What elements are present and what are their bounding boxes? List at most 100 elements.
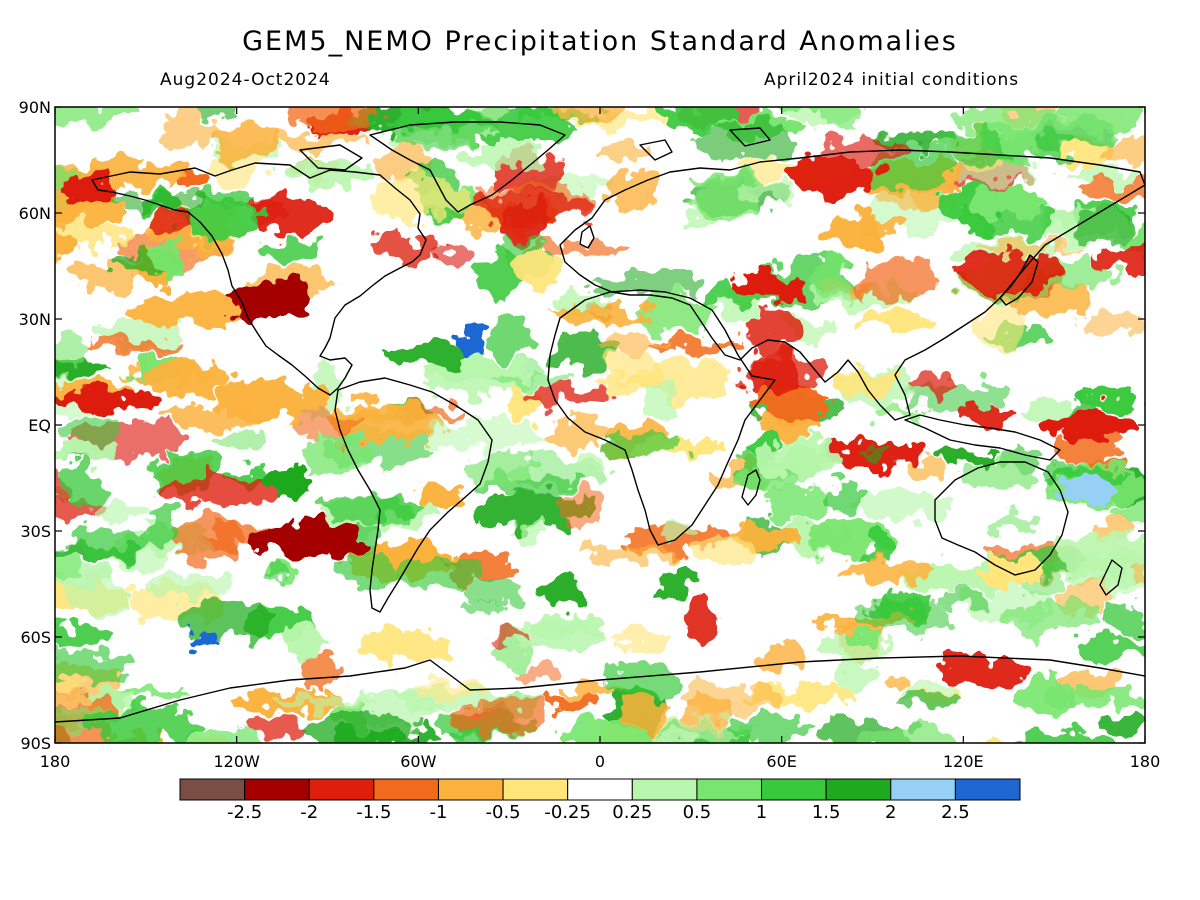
anomaly-patch-strong: [454, 329, 486, 361]
anomaly-patch: [1103, 712, 1144, 743]
anomaly-patch: [1011, 732, 1107, 743]
colorbar-label: -2: [300, 802, 318, 823]
colorbar-swatch: [373, 778, 439, 801]
anomaly-patch: [728, 716, 811, 741]
anomaly-patch: [284, 620, 327, 660]
coastline-south-america: [334, 377, 493, 613]
anomaly-patch: [863, 531, 894, 563]
anomaly-patch: [605, 435, 685, 454]
anomaly-patch: [602, 170, 660, 212]
anomaly-patch-strong: [230, 278, 310, 322]
colorbar-swatch: [567, 778, 633, 801]
longitude-labels: 180 120W 60W 0 60E 120E 180: [40, 752, 1161, 771]
anomaly-patch: [783, 107, 827, 110]
coastline-eurasia: [559, 149, 1145, 421]
axis-ticks: [54, 106, 1146, 744]
anomaly-patch: [1077, 180, 1145, 200]
anomaly-patch-strong: [1065, 478, 1125, 502]
anomaly-patch: [999, 601, 1102, 636]
anomaly-patch: [748, 308, 803, 352]
anomaly-patch: [952, 107, 1066, 132]
anomaly-patch: [176, 727, 264, 743]
colorbar-swatch: [954, 778, 1021, 801]
anomaly-patch: [214, 431, 263, 453]
anomaly-patch: [855, 595, 954, 633]
anomaly-patch: [263, 238, 313, 263]
anomaly-patch: [67, 574, 129, 615]
anomaly-patch: [464, 450, 534, 483]
anomaly-patch: [604, 348, 664, 385]
anomaly-patch: [258, 570, 287, 583]
anomaly-patch: [542, 419, 609, 447]
anomaly-patch: [396, 558, 478, 594]
anomaly-patch: [824, 484, 868, 514]
anomaly-patch: [369, 176, 473, 220]
anomaly-patch: [90, 500, 154, 521]
anomaly-patch-strong: [60, 176, 120, 204]
anomaly-patch: [158, 109, 218, 149]
colorbar-label: -2.5: [227, 802, 262, 823]
anomaly-patch: [209, 380, 325, 422]
anomaly-patch: [857, 258, 938, 302]
colorbar-swatch: [308, 778, 375, 801]
coastlines: [55, 121, 1145, 723]
colorbar-swatch: [631, 778, 698, 801]
anomaly-patch: [982, 516, 1035, 533]
anomaly-patch: [165, 475, 280, 506]
anomaly-patch: [245, 716, 309, 736]
anomaly-patch: [55, 649, 129, 684]
anomaly-patch: [880, 675, 910, 688]
anomaly-patch: [55, 230, 78, 257]
coastline-maritime-continent: [904, 414, 1061, 461]
coastline-antarctica: [55, 655, 1145, 723]
anomaly-patch: [1104, 600, 1145, 636]
anomaly-patch: [607, 659, 676, 702]
anomaly-patch: [266, 469, 310, 496]
latitude-labels: 90N 60N 30N EQ 30S 60S 90S: [19, 98, 51, 753]
anomaly-patch: [1054, 436, 1123, 465]
anomaly-patch: [538, 578, 588, 605]
anomaly-patch: [538, 696, 596, 712]
anomaly-patch: [424, 357, 535, 399]
coastline-north-america: [91, 162, 427, 396]
lon-label: 120E: [943, 752, 984, 771]
anomaly-patch: [966, 183, 1045, 220]
anomaly-patch: [55, 328, 86, 369]
anomaly-patch: [676, 682, 779, 715]
anomaly-patch: [315, 494, 425, 518]
anomaly-patch: [816, 107, 865, 128]
anomaly-patch: [691, 120, 795, 163]
lat-label: 30N: [19, 310, 51, 329]
coastline-british-isles: [579, 225, 595, 249]
colorbar-label: 0.5: [683, 802, 712, 823]
anomaly-patch: [178, 601, 271, 642]
anomaly-patch: [1045, 687, 1145, 706]
anomaly-patch: [61, 464, 105, 508]
anomaly-patch: [1108, 500, 1145, 527]
anomaly-patch: [870, 407, 923, 420]
anomaly-patch: [937, 448, 996, 464]
anomaly-patch: [176, 171, 218, 193]
anomaly-patch: [529, 242, 629, 255]
anomaly-patch: [286, 107, 377, 132]
colorbar-label: -0.25: [544, 802, 591, 823]
anomaly-patch: [437, 246, 473, 261]
anomaly-patch: [906, 459, 948, 475]
colorbar-swatch: [179, 778, 246, 801]
colorbar-swatch: [761, 778, 827, 801]
anomaly-patch-strong: [730, 271, 810, 299]
anomaly-patch: [275, 694, 383, 708]
anomaly-patch: [861, 218, 911, 236]
anomaly-patch: [737, 182, 786, 202]
colorbar-label: 2: [885, 802, 896, 823]
anomaly-patch: [660, 567, 691, 601]
anomaly-patch: [456, 699, 549, 736]
anomaly-patch: [465, 581, 525, 604]
anomaly-patch: [328, 729, 437, 743]
anomaly-patch: [577, 449, 608, 472]
anomaly-patch: [178, 199, 258, 241]
anomaly-patch: [360, 629, 453, 662]
anomaly-patch: [208, 122, 279, 162]
anomaly-patch: [549, 307, 658, 323]
